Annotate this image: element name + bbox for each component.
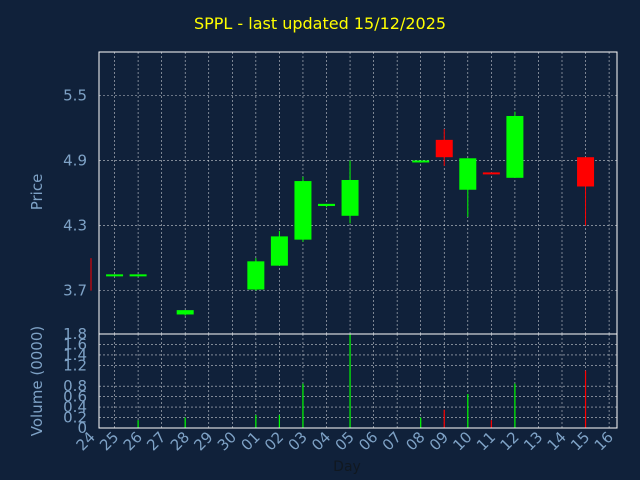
volume-tick-label: 0.6 [63, 388, 87, 406]
price-axis-label: Price [28, 174, 46, 211]
x-tick-label: 15 [567, 428, 593, 454]
volume-tick-label: 0.2 [63, 409, 87, 427]
candle-09 [435, 129, 453, 166]
candle-body [482, 172, 500, 175]
candles [90, 111, 595, 316]
x-tick-label: 30 [214, 428, 240, 454]
candle-body [294, 181, 312, 240]
volume-tick-label: 0 [77, 419, 87, 437]
candle-body [129, 274, 147, 277]
price-tick-label: 3.7 [63, 282, 87, 300]
candle-24 [90, 258, 100, 291]
candle-28 [176, 310, 194, 316]
volume-grid [99, 333, 617, 429]
volume-tick-label: 1.8 [63, 325, 87, 343]
x-tick-label: 09 [426, 428, 452, 454]
x-tick-label: 11 [473, 428, 499, 454]
volume-tick-label: 1.6 [63, 335, 87, 353]
candle-05 [341, 160, 359, 224]
candle-body [341, 179, 359, 216]
volume-tick-label: 1.2 [63, 356, 87, 374]
volume-frame [98, 333, 618, 429]
x-tick-label: 26 [120, 428, 146, 454]
price-tick-label: 5.5 [63, 86, 87, 104]
candle-body [270, 236, 288, 266]
x-tick-label: 28 [167, 428, 193, 454]
x-tick-label: 13 [520, 428, 546, 454]
x-tick-label: 01 [237, 428, 263, 454]
candle-04 [318, 203, 335, 208]
candle-08 [412, 160, 430, 163]
candle-body [412, 160, 430, 163]
chart-title: SPPL - last updated 15/12/2025 [193, 14, 447, 33]
price-tick-label: 4.9 [63, 151, 87, 169]
x-tick-label: 08 [402, 428, 428, 454]
candle-02 [270, 230, 288, 266]
x-tick-label: 12 [496, 428, 522, 454]
price-y-ticks: 3.7 4.3 4.9 5.5 [63, 86, 87, 299]
candle-15 [577, 157, 595, 226]
candle-12 [506, 111, 524, 178]
volume-y-ticks: 00.20.40.60.8 1.21.41.61.8 [63, 325, 87, 437]
x-tick-label: 29 [190, 428, 216, 454]
candle-body [247, 261, 265, 290]
x-ticks: 2425262728293001020304050607080910111213… [73, 428, 617, 454]
volume-tick-label: 0.8 [63, 377, 87, 395]
candle-body [435, 139, 453, 158]
x-axis-label: Day [333, 459, 361, 475]
x-tick-label: 06 [355, 428, 381, 454]
volume-bars [137, 334, 587, 428]
x-tick-label: 05 [332, 428, 358, 454]
x-tick-label: 02 [261, 428, 287, 454]
price-tick-label: 4.3 [63, 217, 87, 235]
volume-frame-rect [98, 333, 618, 429]
candle-26 [129, 274, 147, 277]
x-tick-label: 04 [308, 428, 334, 454]
candle-01 [247, 258, 265, 291]
candle-10 [459, 158, 477, 217]
x-tick-label: 14 [544, 428, 570, 454]
candle-25 [106, 274, 124, 277]
volume-tick-label: 1.4 [63, 346, 87, 364]
candle-11 [482, 172, 500, 175]
x-tick-label: 27 [143, 428, 169, 454]
candle-body [176, 310, 194, 315]
candle-body [106, 274, 124, 277]
candle-03 [294, 176, 312, 242]
x-tick-label: 16 [591, 428, 617, 454]
volume-axis-label: Volume (0000) [28, 326, 46, 436]
x-tick-label: 03 [285, 428, 311, 454]
candle-body [459, 158, 477, 190]
candle-body [318, 203, 335, 207]
candle-body [506, 115, 524, 178]
x-tick-label: 25 [96, 428, 122, 454]
x-tick-label: 10 [449, 428, 475, 454]
volume-tick-label: 0.4 [63, 398, 87, 416]
candle-body [577, 157, 595, 187]
x-tick-label: 07 [379, 428, 405, 454]
